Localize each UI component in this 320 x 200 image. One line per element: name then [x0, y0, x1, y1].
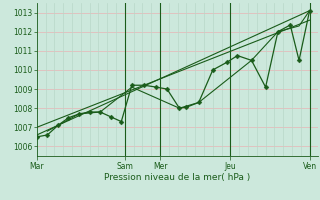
X-axis label: Pression niveau de la mer( hPa ): Pression niveau de la mer( hPa ): [104, 173, 251, 182]
